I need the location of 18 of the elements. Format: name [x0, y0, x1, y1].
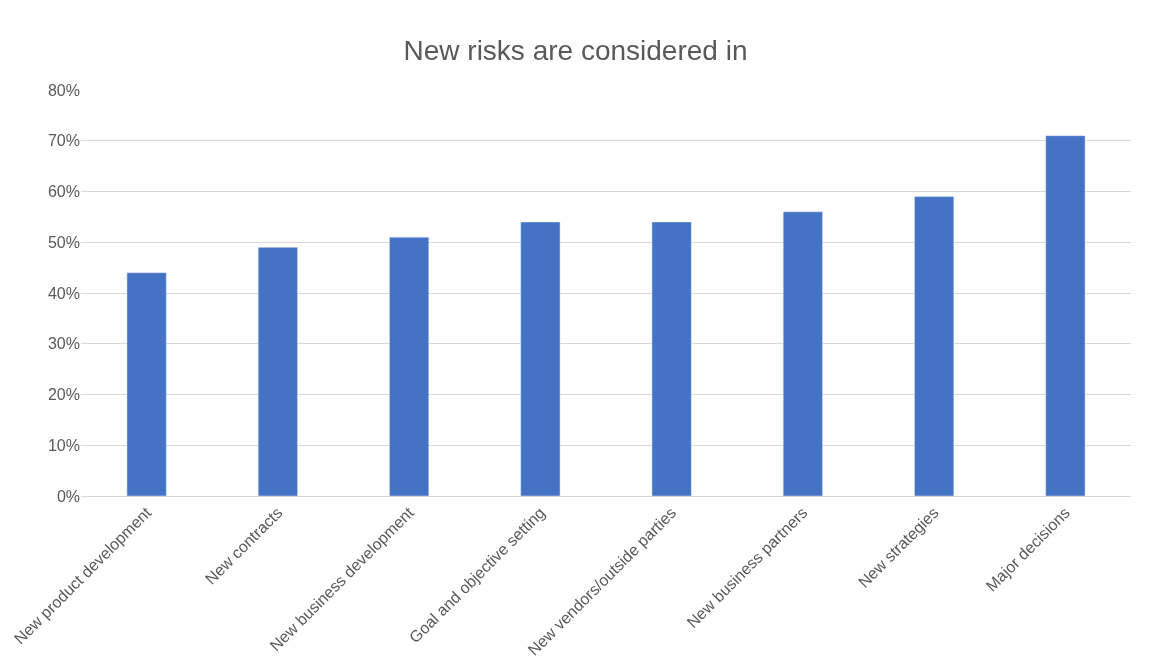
y-tick-label: 80%: [47, 81, 80, 99]
y-tick-label: 60%: [47, 183, 80, 201]
y-tick-label: 30%: [47, 335, 80, 353]
y-tick-label: 70%: [47, 132, 80, 150]
chart-title: New risks are considered in: [403, 34, 748, 66]
y-tick-label: 10%: [47, 436, 80, 454]
y-tick-label: 50%: [47, 233, 80, 251]
bar: [126, 272, 167, 496]
bar: [1045, 135, 1086, 496]
y-tick-label: 40%: [47, 284, 80, 302]
bar: [520, 221, 561, 496]
bar: [782, 211, 823, 496]
y-tick-label: 0%: [56, 487, 80, 505]
bar: [651, 221, 692, 496]
bar: [257, 247, 298, 496]
bar: [914, 196, 955, 496]
bar: [389, 236, 430, 496]
y-tick-label: 20%: [47, 386, 80, 404]
